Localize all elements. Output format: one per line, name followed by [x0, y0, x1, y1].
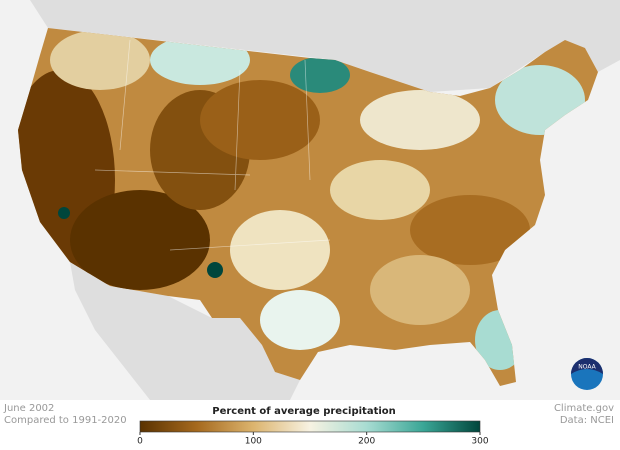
patch	[200, 80, 320, 160]
colorbar-tick-label: 0	[137, 437, 143, 447]
patch	[70, 190, 210, 290]
patch	[290, 57, 350, 93]
date-caption: June 2002	[3, 403, 54, 414]
patch	[370, 255, 470, 325]
baseline-caption: Compared to 1991-2020	[4, 415, 127, 426]
colorbar-tick-label: 200	[358, 437, 375, 447]
patch	[360, 90, 480, 150]
patch	[230, 210, 330, 290]
state-lines	[94, 39, 331, 251]
patch	[58, 207, 70, 219]
data-credit: Data: NCEI	[560, 415, 614, 426]
noaa-logo-top	[571, 358, 603, 374]
precipitation-field	[18, 28, 598, 386]
patch	[330, 160, 430, 220]
logo-text: NOAA	[578, 364, 596, 371]
patch	[410, 195, 530, 265]
patch	[260, 290, 340, 350]
canada-land	[0, 0, 620, 92]
patch	[50, 30, 150, 90]
mexico-land	[70, 262, 300, 400]
patch	[207, 262, 223, 278]
source-credit: Climate.gov	[554, 403, 614, 414]
colorbar	[139, 420, 481, 433]
legend-title: Percent of average precipitation	[212, 406, 396, 417]
colorbar-tick-label: 100	[245, 437, 262, 447]
colorbar-tick-label: 300	[471, 437, 488, 447]
